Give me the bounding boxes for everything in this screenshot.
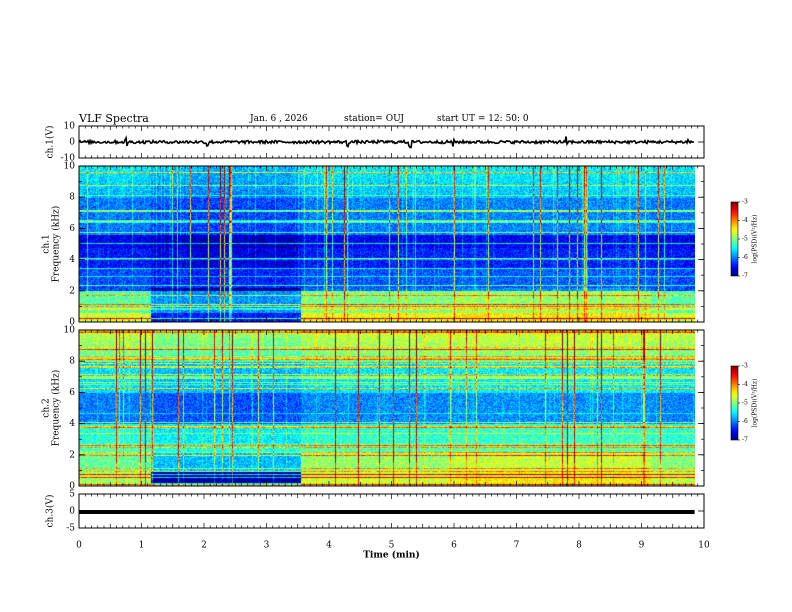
start-time-label: start UT = 12: 50: 0 xyxy=(437,114,529,124)
x-tick-label: 8 xyxy=(576,541,582,551)
y-axis-label: ch.3(V) xyxy=(45,495,56,528)
colorbar-tick-label: -3 xyxy=(742,363,748,370)
y-tick-label: 10 xyxy=(64,122,76,132)
y-tick-label: 5 xyxy=(69,490,75,500)
x-tick-label: 1 xyxy=(139,541,145,551)
y-tick-label: -5 xyxy=(66,524,75,534)
y-tick-label: 6 xyxy=(69,388,75,398)
y-tick-label: 2 xyxy=(69,450,75,460)
y-tick-label: 2 xyxy=(69,286,75,296)
y-tick-label: 8 xyxy=(69,357,75,367)
y-axis-label: Frequency (kHz) xyxy=(51,370,62,447)
x-tick-label: 3 xyxy=(264,541,270,551)
x-tick-label: 7 xyxy=(514,541,520,551)
y-tick-label: 0 xyxy=(69,482,75,492)
ch2-spectrogram-image xyxy=(79,330,695,486)
colorbar-tick-label: -6 xyxy=(742,418,748,425)
colorbar-tick-label: -4 xyxy=(742,381,748,388)
y-axis-label: ch.1(V) xyxy=(45,126,56,159)
x-tick-label: 0 xyxy=(76,541,82,551)
y-tick-label: 10 xyxy=(64,326,76,336)
station-label: station= OUJ xyxy=(344,114,405,124)
figure-title: VLF Spectra xyxy=(79,112,149,125)
colorbar-tick-label: -4 xyxy=(742,217,748,224)
colorbar-tick-label: -5 xyxy=(742,400,748,407)
y-tick-label: 0 xyxy=(69,507,75,517)
colorbar-tick-label: -3 xyxy=(742,199,748,206)
date-label: Jan. 6 , 2026 xyxy=(250,114,308,124)
colorbar-ch1 xyxy=(730,201,739,277)
y-tick-label: 0 xyxy=(69,138,75,148)
x-tick-label: 9 xyxy=(639,541,645,551)
colorbar-tick-label: -7 xyxy=(742,437,748,444)
x-tick-label: 5 xyxy=(389,541,395,551)
y-tick-label: 6 xyxy=(69,224,75,234)
y-axis-label: Frequency (kHz) xyxy=(51,206,62,283)
ch1-waveform-trace xyxy=(78,135,695,149)
colorbar-label: log(PSD)(V²/Hz) xyxy=(752,379,759,428)
x-tick-label: 2 xyxy=(201,541,207,551)
ch1-spectrogram-image xyxy=(79,166,695,322)
y-tick-label: -10 xyxy=(61,154,76,164)
y-tick-label: 10 xyxy=(64,162,76,172)
x-axis-label: Time (min) xyxy=(363,550,420,561)
y-tick-label: 4 xyxy=(69,419,75,429)
colorbar-tick-label: -5 xyxy=(742,236,748,243)
colorbar-label: log(PSD)(V²/Hz) xyxy=(752,215,759,264)
x-tick-label: 4 xyxy=(326,541,332,551)
colorbar-tick-label: -6 xyxy=(742,254,748,261)
y-axis-label: ch.2 xyxy=(42,398,52,417)
y-tick-label: 4 xyxy=(69,255,75,265)
x-tick-label: 6 xyxy=(451,541,457,551)
x-tick-label: 10 xyxy=(698,541,710,551)
colorbar-ch2 xyxy=(730,365,739,441)
y-tick-label: 0 xyxy=(69,318,75,328)
y-tick-label: 8 xyxy=(69,193,75,203)
colorbar-tick-label: -7 xyxy=(742,273,748,280)
y-axis-label: ch.1 xyxy=(42,234,52,253)
